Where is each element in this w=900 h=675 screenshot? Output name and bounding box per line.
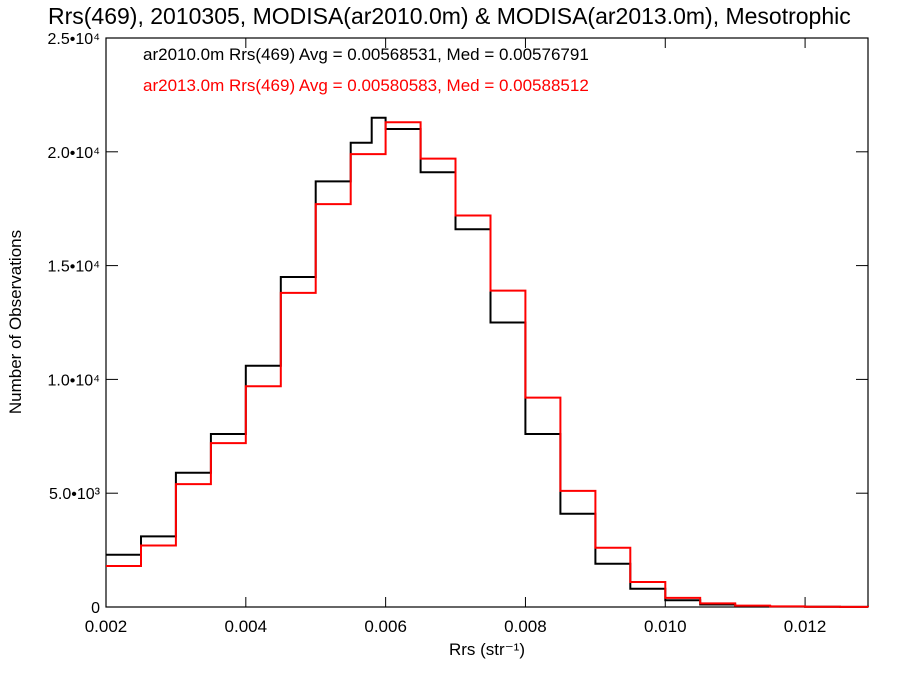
y-axis-label: Number of Observations [6,230,25,414]
x-tick-label: 0.010 [644,617,687,636]
x-tick-label: 0.008 [504,617,547,636]
y-tick-label: 5.0•10³ [49,486,101,503]
x-tick-label: 0.004 [225,617,268,636]
plot-frame [105,37,869,608]
y-tick-label: 1.5•10⁴ [47,259,100,276]
y-tick-label: 1.0•10⁴ [47,372,100,389]
legend-entry-1: ar2010.0m Rrs(469) Avg = 0.00568531, Med… [143,45,589,64]
chart-title: Rrs(469), 2010305, MODISA(ar2010.0m) & M… [48,3,851,29]
legend-entry-2: ar2013.0m Rrs(469) Avg = 0.00580583, Med… [143,76,589,95]
x-tick-label: 0.002 [85,617,128,636]
x-tick-label: 0.006 [364,617,407,636]
y-tick-label: 2.5•10⁴ [47,31,100,48]
x-axis-label: Rrs (str⁻¹) [449,640,525,659]
series-line-1 [106,116,869,608]
series-line-2 [106,121,869,608]
x-tick-label: 0.012 [784,617,827,636]
y-tick-label: 2.0•10⁴ [47,145,100,162]
y-tick-label: 0 [91,600,100,617]
